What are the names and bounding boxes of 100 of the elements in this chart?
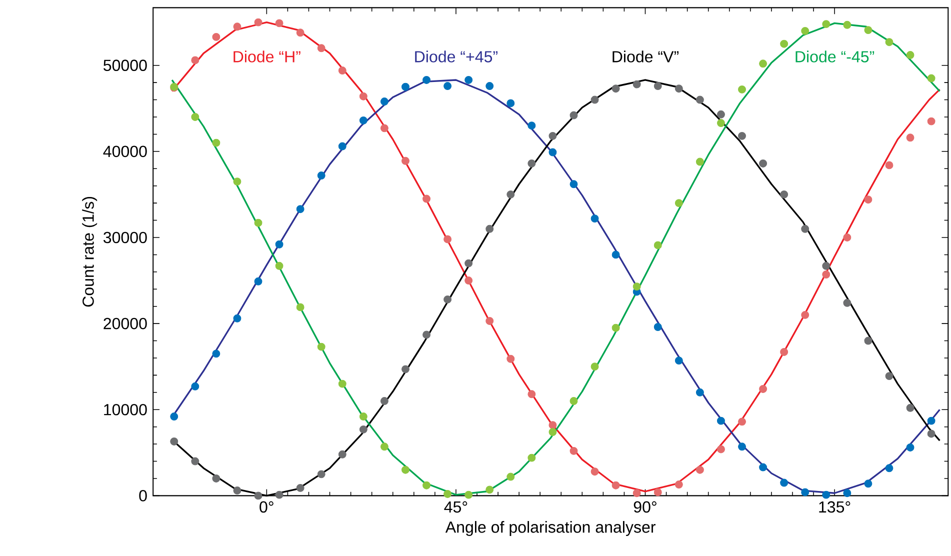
point — [696, 158, 704, 166]
point — [464, 76, 473, 84]
point — [843, 20, 852, 29]
point — [674, 480, 683, 488]
point — [570, 111, 578, 120]
point — [612, 84, 620, 92]
point — [759, 60, 768, 68]
y-tick-label: 40000 — [103, 146, 147, 157]
point — [486, 316, 494, 325]
point — [632, 80, 641, 88]
point — [822, 270, 830, 278]
point — [422, 330, 430, 339]
point — [338, 142, 346, 150]
point — [822, 262, 830, 270]
point — [380, 442, 388, 450]
point — [317, 342, 326, 351]
point — [906, 404, 914, 412]
point — [296, 484, 304, 492]
point — [444, 295, 452, 304]
point — [191, 382, 200, 390]
point — [506, 190, 515, 198]
point — [296, 204, 304, 213]
point — [338, 450, 346, 458]
x-tick-label: 90° — [634, 501, 656, 512]
point — [570, 180, 578, 188]
x-tick-label: 45° — [444, 501, 468, 512]
point — [548, 420, 557, 429]
point — [738, 132, 746, 140]
point — [590, 96, 599, 104]
point — [233, 177, 242, 186]
point — [843, 488, 852, 497]
point — [674, 198, 683, 207]
point — [359, 116, 368, 124]
point — [444, 490, 452, 498]
y-tick-label: 50000 — [104, 60, 147, 71]
point — [317, 44, 326, 52]
point — [696, 388, 704, 396]
point — [716, 118, 725, 127]
point — [548, 428, 557, 436]
point — [864, 480, 872, 488]
point — [486, 224, 494, 233]
point — [212, 474, 220, 482]
point — [654, 82, 662, 90]
point — [843, 233, 852, 242]
point — [254, 18, 262, 26]
point — [654, 241, 662, 250]
point — [885, 464, 894, 472]
point — [780, 190, 788, 198]
point — [570, 396, 578, 405]
point — [506, 354, 515, 363]
point — [654, 322, 662, 331]
point — [822, 490, 830, 499]
series-label: Diode “-45” — [796, 50, 874, 62]
point — [906, 134, 914, 142]
point — [338, 66, 346, 74]
point — [927, 416, 936, 425]
point — [716, 416, 725, 425]
point — [380, 124, 388, 132]
x-tick-label: 0° — [260, 501, 274, 512]
point — [317, 470, 326, 478]
y-tick-label: 0 — [139, 490, 147, 502]
point — [801, 224, 810, 233]
point — [864, 195, 872, 204]
point — [380, 97, 388, 106]
point — [590, 467, 599, 476]
point — [612, 250, 620, 259]
point — [780, 40, 788, 48]
point — [464, 259, 473, 268]
point — [927, 430, 936, 438]
point — [338, 380, 346, 388]
point — [401, 466, 410, 474]
series-label: Diode “H” — [234, 50, 300, 62]
point — [191, 56, 200, 64]
point — [317, 171, 326, 180]
point — [696, 96, 704, 104]
y-tick-label: 20000 — [104, 318, 147, 330]
point — [212, 350, 220, 358]
point — [801, 26, 810, 35]
point — [674, 356, 683, 364]
point — [716, 445, 725, 454]
point — [548, 132, 557, 140]
point — [843, 298, 852, 307]
point — [906, 50, 914, 59]
x-axis-title: Angle of polarisation analyser — [445, 520, 656, 536]
point — [612, 481, 620, 490]
x-tick-label: 135° — [819, 501, 850, 512]
point — [590, 214, 599, 222]
point — [254, 492, 262, 500]
point — [506, 99, 515, 108]
point — [780, 478, 788, 487]
point — [632, 488, 641, 497]
point — [801, 488, 810, 496]
series-label: Diode “+45” — [415, 50, 498, 62]
point — [296, 28, 304, 36]
point — [191, 112, 200, 121]
point — [401, 365, 410, 373]
point — [233, 486, 242, 494]
point — [759, 159, 768, 168]
point — [233, 22, 242, 30]
point — [738, 85, 746, 94]
